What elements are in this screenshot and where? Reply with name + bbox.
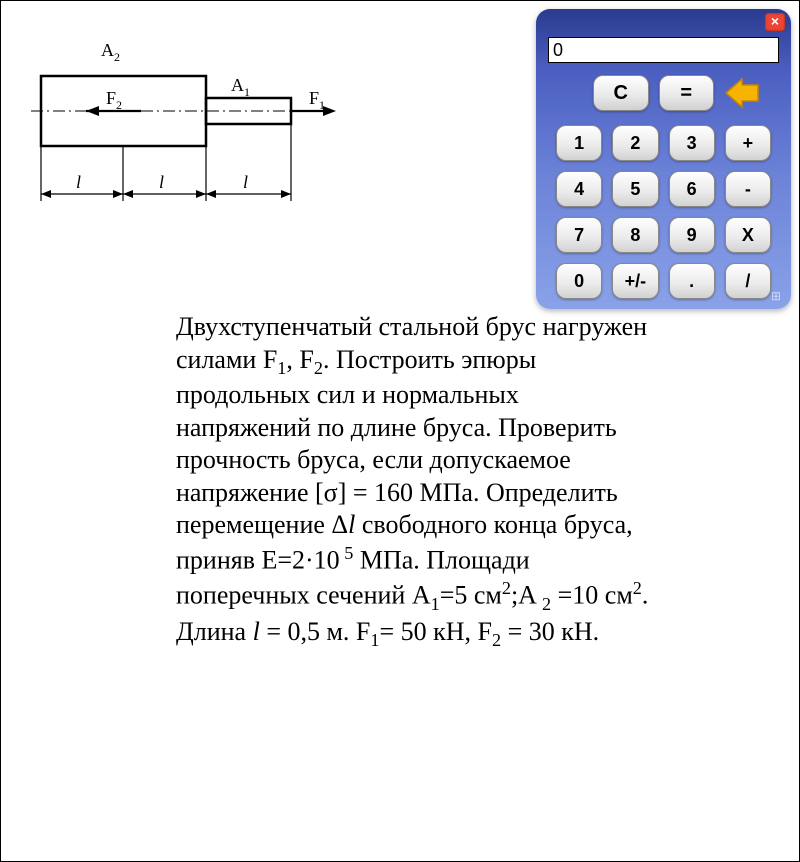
calc-btn-mult[interactable]: X <box>725 217 771 253</box>
problem-text: Двухступенчатый стальной брус нагружен с… <box>176 311 651 652</box>
label-l2: l <box>159 172 164 192</box>
calculator-widget: × 0 C = 1 2 3 + 4 5 6 - 7 8 9 X 0 +/- . … <box>536 9 791 309</box>
close-icon[interactable]: × <box>765 13 785 31</box>
calc-btn-plus[interactable]: + <box>725 125 771 161</box>
label-f1: F1 <box>309 88 325 112</box>
label-l3: l <box>243 172 248 192</box>
beam-diagram: A2 A1 F2 F1 l l l <box>31 36 351 236</box>
label-f2: F2 <box>106 88 122 112</box>
calc-btn-equals[interactable]: = <box>659 75 715 111</box>
calc-keypad: 1 2 3 + 4 5 6 - 7 8 9 X 0 +/- . / <box>548 121 779 303</box>
label-a1: A1 <box>231 75 250 99</box>
calc-btn-dot[interactable]: . <box>669 263 715 299</box>
calc-btn-5[interactable]: 5 <box>612 171 658 207</box>
calc-btn-clear[interactable]: C <box>593 75 649 111</box>
calc-btn-div[interactable]: / <box>725 263 771 299</box>
calc-btn-4[interactable]: 4 <box>556 171 602 207</box>
calc-btn-3[interactable]: 3 <box>669 125 715 161</box>
calc-btn-sign[interactable]: +/- <box>612 263 658 299</box>
arrow-icon <box>724 73 764 113</box>
calc-btn-9[interactable]: 9 <box>669 217 715 253</box>
label-l1: l <box>76 172 81 192</box>
calc-btn-minus[interactable]: - <box>725 171 771 207</box>
calc-btn-8[interactable]: 8 <box>612 217 658 253</box>
calc-btn-0[interactable]: 0 <box>556 263 602 299</box>
calc-btn-7[interactable]: 7 <box>556 217 602 253</box>
calc-btn-6[interactable]: 6 <box>669 171 715 207</box>
calc-logo-icon: ⊞ <box>771 289 781 303</box>
calc-btn-1[interactable]: 1 <box>556 125 602 161</box>
calc-display: 0 <box>548 37 779 63</box>
calc-btn-2[interactable]: 2 <box>612 125 658 161</box>
label-a2: A2 <box>101 40 120 64</box>
